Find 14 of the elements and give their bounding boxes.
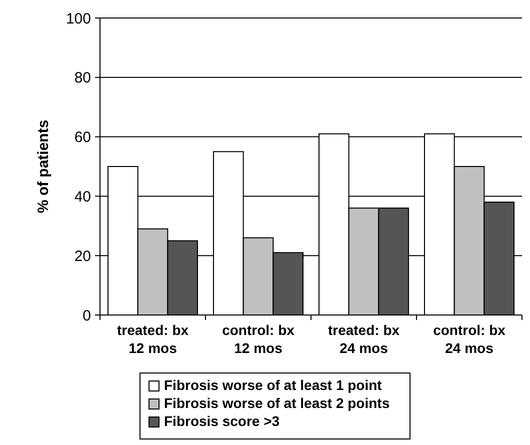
x-tick-label: treated: bx 12 mos [116,322,189,356]
y-tick-label: 60 [74,129,91,146]
y-axis-title: % of patients [35,120,52,214]
y-tick-label: 100 [66,10,91,28]
legend-label: Fibrosis worse of at least 2 points [164,395,390,411]
legend-label: Fibrosis score >3 [164,413,280,429]
y-tick-label: 80 [74,70,91,87]
y-tick-label: 40 [74,188,91,206]
y-tick-label: 20 [74,248,91,265]
legend-label: Fibrosis worse of at least 1 point [164,377,382,393]
x-tick-label: treated: bx 24 mos [328,322,400,356]
x-tick-label: control: bx 12 mos [222,322,295,356]
x-tick-label: control: bx 24 mos [433,322,506,356]
y-tick-label: 0 [82,307,91,324]
